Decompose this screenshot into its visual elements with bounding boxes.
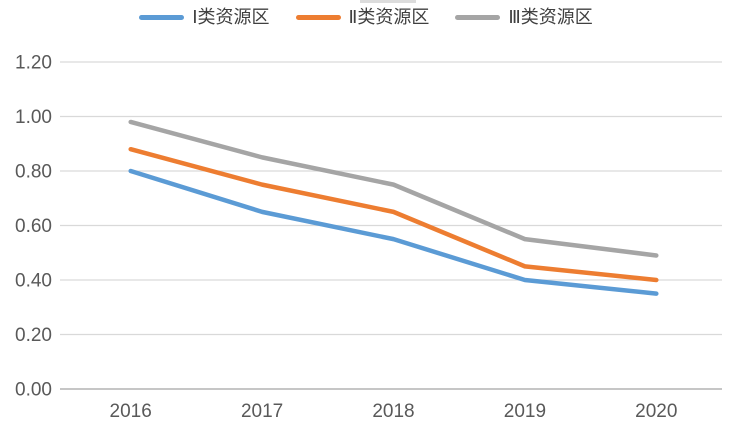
legend-item-zone-1: Ⅰ类资源区 xyxy=(139,6,270,28)
y-tick-label: 0.20 xyxy=(15,325,52,346)
y-tick-label: 0.40 xyxy=(15,271,52,292)
zone-2-line-swatch-icon xyxy=(295,14,341,20)
y-tick-label: 0.00 xyxy=(15,380,52,401)
legend-item-zone-2: Ⅱ类资源区 xyxy=(295,6,430,28)
y-tick-label: 0.60 xyxy=(15,216,52,237)
zone-1-line-swatch-icon xyxy=(139,14,185,20)
legend-label-zone-1: Ⅰ类资源区 xyxy=(192,7,270,27)
series-line-zone-3 xyxy=(128,119,659,258)
series-line-zone-2 xyxy=(128,146,659,283)
x-tick-label: 2016 xyxy=(110,401,152,422)
x-tick-label: 2017 xyxy=(241,401,283,422)
chart-legend: Ⅰ类资源区 Ⅱ类资源区 Ⅲ类资源区 xyxy=(0,6,732,28)
y-tick-label: 1.00 xyxy=(15,107,52,128)
x-tick-label: 2020 xyxy=(635,401,677,422)
x-tick-label: 2019 xyxy=(504,401,546,422)
zone-3-line-swatch-icon xyxy=(455,14,501,20)
legend-label-zone-3: Ⅲ类资源区 xyxy=(508,7,593,27)
y-tick-label: 0.80 xyxy=(15,162,52,183)
y-tick-label: 1.20 xyxy=(15,53,52,74)
legend-label-zone-2: Ⅱ类资源区 xyxy=(348,7,430,27)
x-tick-label: 2018 xyxy=(372,401,414,422)
top-edge-artifact xyxy=(360,0,416,3)
series-line-zone-1 xyxy=(128,168,659,296)
legend-item-zone-3: Ⅲ类资源区 xyxy=(455,6,593,28)
